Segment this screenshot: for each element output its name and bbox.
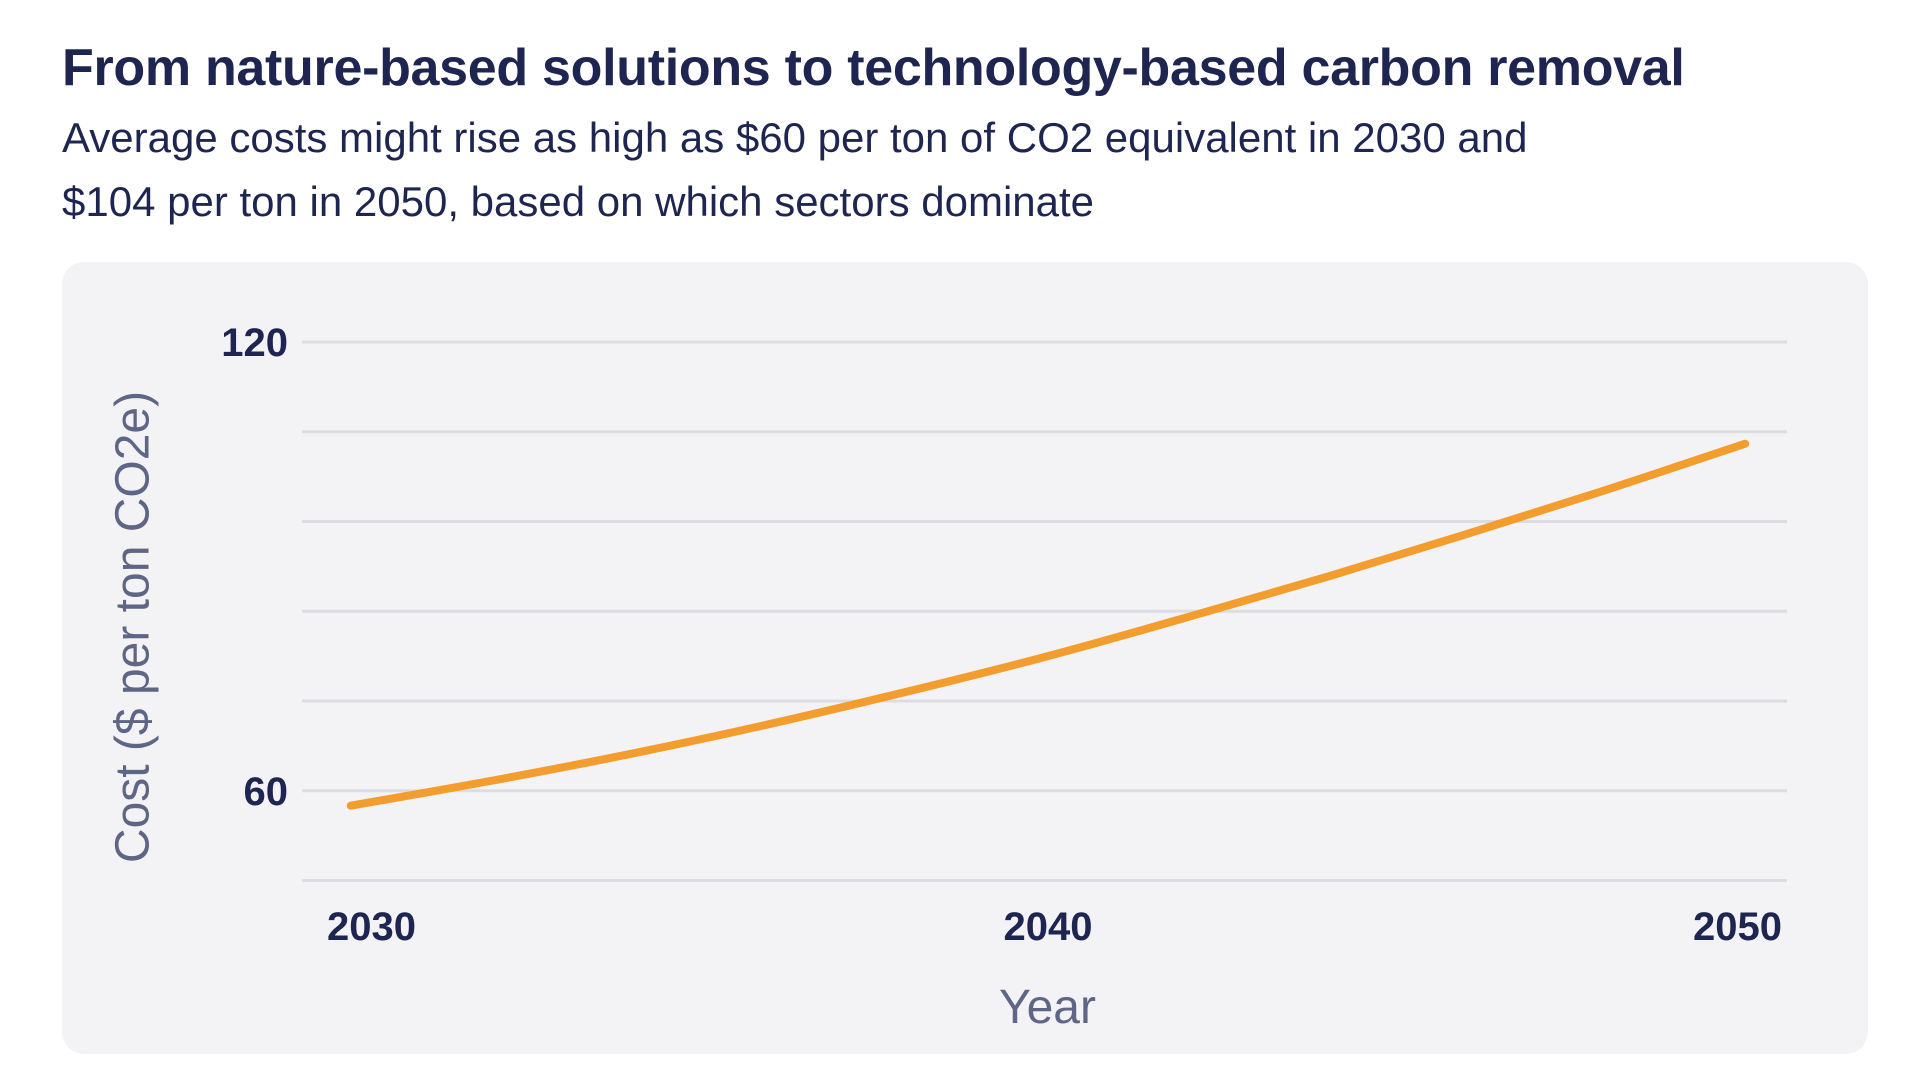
y-tick-label-60: 60 [244, 770, 289, 814]
y-tick-label-120: 120 [221, 321, 288, 365]
x-tick-labels: 2030 2040 2050 [327, 905, 1782, 949]
x-tick-label-2030: 2030 [327, 905, 416, 949]
y-axis-title: Cost ($ per ton CO2e) [107, 391, 160, 863]
gridlines [302, 340, 1787, 883]
chart-title: From nature-based solutions to technolog… [62, 39, 1685, 97]
series-line-0 [346, 439, 1750, 810]
chart-subtitle-line-2: $104 per ton in 2050, based on which sec… [62, 178, 1095, 225]
x-axis-title: Year [999, 981, 1096, 1034]
x-tick-label-2040: 2040 [1003, 905, 1092, 949]
y-tick-labels: 60 120 [221, 321, 288, 814]
x-tick-label-2050: 2050 [1693, 905, 1782, 949]
line-chart: 60 120 2030 2040 2050 Cost ($ per ton CO2e)… [107, 321, 1787, 1034]
chart-header: From nature-based solutions to technolog… [62, 30, 1862, 234]
series-layer [346, 439, 1750, 810]
chart-subtitle-line-1: Average costs might rise as high as $60 … [62, 114, 1528, 161]
chart-card: 60 120 2030 2040 2050 Cost ($ per ton CO2e)… [62, 262, 1868, 1054]
